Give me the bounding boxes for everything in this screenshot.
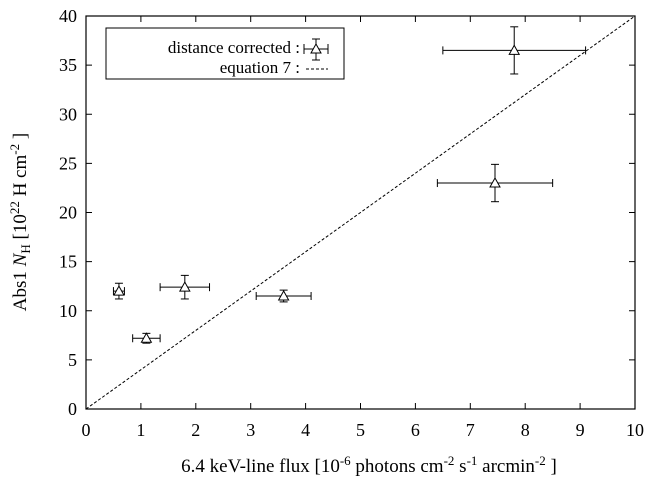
x-tick-label: 3: [246, 420, 255, 440]
x-tick-label: 9: [576, 420, 585, 440]
data-points: [112, 26, 587, 344]
data-point: [159, 274, 211, 300]
equation-7-line: [85, 15, 636, 410]
y-tick-label: 30: [59, 104, 77, 124]
data-point: [255, 289, 312, 303]
x-tick-label: 2: [191, 420, 200, 440]
y-tick-label: 35: [59, 55, 77, 75]
legend: distance corrected : equation 7 :: [105, 27, 345, 80]
y-tick-label: 20: [59, 203, 77, 223]
y-axis-label: Abs1 NH [1022 H cm-2 ]: [7, 133, 33, 311]
triangle-marker: [113, 285, 125, 296]
legend-label-distance-corrected: distance corrected :: [168, 38, 300, 57]
y-tick-label: 40: [59, 6, 77, 26]
y-tick-label: 5: [68, 350, 77, 370]
x-tick-label: 10: [626, 420, 644, 440]
legend-label-equation-7: equation 7 :: [220, 58, 300, 77]
y-tick-label: 15: [59, 252, 77, 272]
data-point: [112, 282, 125, 300]
data-point: [436, 163, 554, 203]
y-tick-label: 10: [59, 301, 77, 321]
x-axis-label: 6.4 keV-line flux [10-6 photons cm-2 s-1…: [181, 453, 557, 477]
triangle-marker: [508, 44, 521, 55]
triangle-marker: [489, 176, 501, 188]
x-tick-label: 6: [411, 420, 420, 440]
data-point: [132, 332, 161, 344]
x-tick-label: 0: [82, 420, 91, 440]
tick-labels: 0 1 2 3 4 5 6 7 8 9 10 0 5 10 15 20 25 30 35 40: [59, 6, 644, 440]
triangle-marker: [277, 289, 290, 301]
y-tick-label: 25: [59, 153, 77, 173]
x-tick-label: 1: [136, 420, 145, 440]
data-point: [442, 26, 587, 75]
x-tick-label: 8: [521, 420, 530, 440]
triangle-marker: [178, 281, 191, 292]
y-tick-label: 0: [68, 399, 77, 419]
legend-marker-triangle: [303, 38, 329, 61]
triangle-marker: [140, 332, 153, 343]
x-tick-label: 7: [466, 420, 475, 440]
plot-frame: [85, 15, 636, 410]
x-tick-label: 5: [356, 420, 365, 440]
x-tick-label: 4: [301, 420, 310, 440]
